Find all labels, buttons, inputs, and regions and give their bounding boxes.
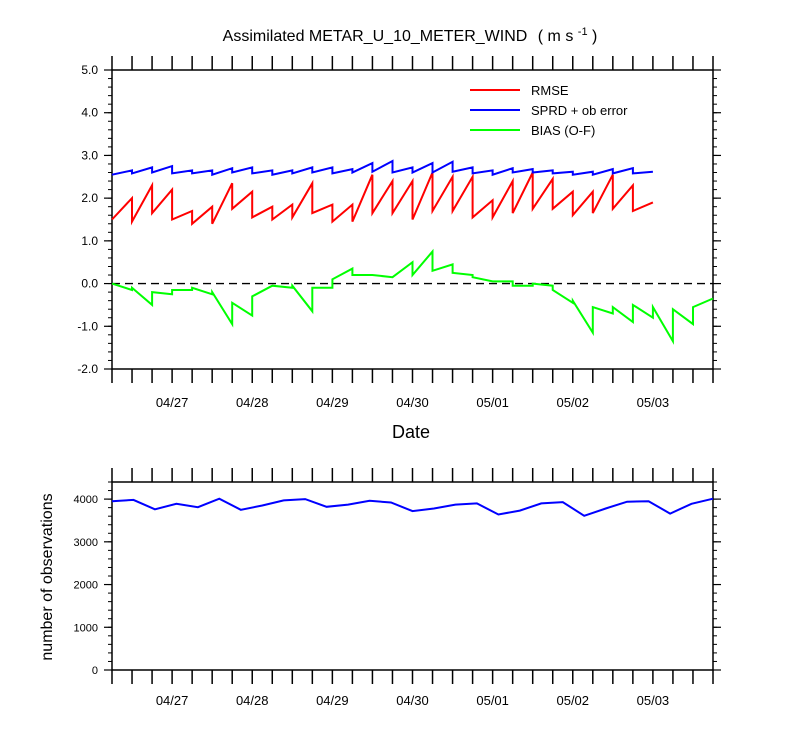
x-tick-label: 05/01 (476, 395, 509, 410)
y-tick-label: 4000 (74, 494, 98, 506)
y-tick-label: 4.0 (81, 106, 98, 120)
x-tick-label: 04/30 (396, 693, 429, 708)
chart-title-main: Assimilated METAR_U_10_METER_WIND (223, 28, 528, 45)
x-tick-label: 04/30 (396, 395, 429, 410)
observation-count-panel: 0 1000 2000 3000 4000 04/27 04/28 04/29 04/30 05/… (74, 468, 721, 708)
x-tick-label: 04/28 (236, 395, 269, 410)
y-tick-label: 1.0 (81, 234, 98, 248)
y-tick-label: -2.0 (77, 362, 98, 376)
series-line-sprd-ob-error (111, 159, 653, 177)
chart-title-units-close: ) (592, 28, 597, 45)
y-tick-label: 5.0 (81, 63, 98, 77)
chart-title: Assimilated METAR_U_10_METER_WIND ( m s … (223, 22, 598, 45)
y-tick-label: 2.0 (81, 191, 98, 205)
legend-label: BIAS (O-F) (531, 123, 595, 138)
chart-title-units: ( m s (538, 28, 574, 45)
legend-label: SPRD + ob error (531, 103, 628, 118)
x-tick-label: 05/02 (556, 693, 589, 708)
x-tick-label: 04/27 (156, 693, 189, 708)
x-tick-label: 05/03 (637, 693, 670, 708)
y-axis-label-observations: number of observations (39, 493, 56, 660)
x-axis-label: Date (392, 422, 430, 442)
series-line-rmse (111, 172, 654, 226)
x-tick-label: 05/03 (637, 395, 670, 410)
x-tick-label: 05/01 (476, 693, 509, 708)
y-tick-label: -1.0 (77, 319, 98, 333)
legend-label: RMSE (531, 83, 569, 98)
x-tick-label: 05/02 (556, 395, 589, 410)
chart-title-units-sup: -1 (578, 26, 588, 38)
y-tick-label: 0 (92, 665, 98, 677)
y-tick-label: 3.0 (81, 148, 98, 162)
chart-legend: RMSE SPRD + ob error BIAS (O-F) (470, 83, 628, 138)
series-line-observations (111, 497, 714, 517)
y-tick-label: 2000 (74, 580, 98, 592)
series-line-bias-o-f (111, 248, 714, 345)
y-tick-label: 1000 (74, 622, 98, 634)
y-tick-label: 0.0 (81, 277, 98, 291)
y-tick-label: 3000 (74, 537, 98, 549)
x-tick-label: 04/28 (236, 693, 269, 708)
x-tick-label: 04/29 (316, 395, 349, 410)
x-tick-label: 04/29 (316, 693, 349, 708)
x-tick-label: 04/27 (156, 395, 189, 410)
main-plot-panel: -2.0 -1.0 0.0 1.0 2.0 3.0 4.0 5.0 04/27 04/28 04/2… (77, 56, 721, 410)
